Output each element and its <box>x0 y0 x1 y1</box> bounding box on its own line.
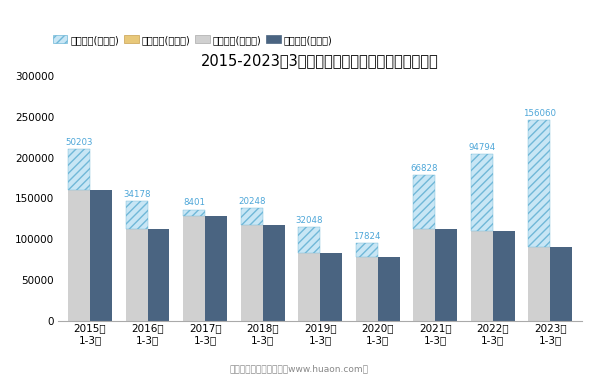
Bar <box>493 231 515 321</box>
Bar <box>378 257 399 321</box>
Bar <box>263 225 285 321</box>
Bar <box>68 149 90 190</box>
Text: 156060: 156060 <box>523 109 556 118</box>
Text: 20248: 20248 <box>238 197 266 206</box>
Bar <box>471 154 493 231</box>
Bar <box>413 175 435 230</box>
Bar <box>90 190 112 321</box>
Bar <box>241 208 263 225</box>
Bar <box>471 154 493 321</box>
Bar <box>528 120 550 247</box>
Bar <box>68 149 90 321</box>
Bar <box>126 201 147 321</box>
Bar <box>298 227 320 321</box>
Bar <box>298 227 320 253</box>
Text: 94794: 94794 <box>468 143 496 152</box>
Bar <box>413 175 435 321</box>
Bar <box>126 201 147 229</box>
Bar <box>205 216 227 321</box>
Bar <box>528 120 550 321</box>
Text: 66828: 66828 <box>411 164 438 173</box>
Text: 17824: 17824 <box>353 231 380 240</box>
Bar <box>320 253 342 321</box>
Bar <box>550 247 572 321</box>
Bar <box>435 230 457 321</box>
Text: 8401: 8401 <box>183 198 205 207</box>
Text: 50203: 50203 <box>66 138 93 147</box>
Title: 2015-2023年3月河北省外商投资企业进出口差额图: 2015-2023年3月河北省外商投资企业进出口差额图 <box>201 53 439 68</box>
Bar <box>183 210 205 321</box>
Bar <box>183 210 205 216</box>
Bar <box>241 208 263 321</box>
Text: 32048: 32048 <box>296 216 323 225</box>
Bar <box>356 243 378 321</box>
Legend: 贸易顺差(万美元), 贸易逆差(万美元), 出口总额(万美元), 进口总额(万美元): 贸易顺差(万美元), 贸易逆差(万美元), 出口总额(万美元), 进口总额(万美… <box>53 34 333 45</box>
Bar <box>147 229 170 321</box>
Bar <box>356 243 378 257</box>
Text: 34178: 34178 <box>123 190 150 199</box>
Text: 制图：华经产业研究院（www.huaon.com）: 制图：华经产业研究院（www.huaon.com） <box>229 364 368 373</box>
